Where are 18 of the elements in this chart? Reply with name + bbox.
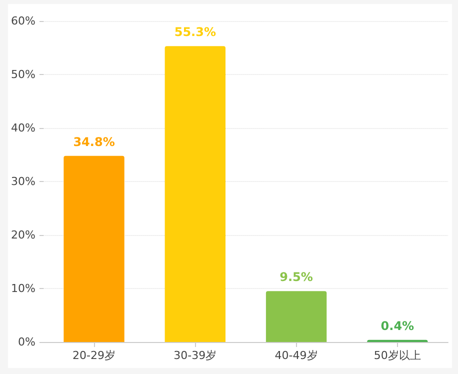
y-tick-label: 10% (10, 282, 36, 295)
y-tick-label: 30% (10, 175, 36, 188)
x-tick-label: 30-39岁 (174, 349, 217, 362)
y-tick-label: 20% (10, 228, 36, 242)
y-tick-label: 60% (10, 14, 36, 28)
bar (266, 291, 327, 342)
x-tick-label: 20-29岁 (72, 349, 116, 362)
data-label: 0.4% (380, 318, 414, 333)
data-label: 9.5% (280, 270, 313, 284)
x-tick-label: 40-49岁 (274, 349, 318, 362)
y-tick-label: 0% (18, 336, 36, 348)
bar (64, 156, 124, 342)
data-label: 34.8% (73, 134, 115, 149)
y-tick-label: 40% (10, 122, 36, 134)
y-tick-label: 50% (10, 68, 36, 81)
data-label: 55.3% (174, 25, 216, 40)
x-tick-label: 50岁以上 (374, 349, 421, 362)
bar (164, 46, 226, 342)
